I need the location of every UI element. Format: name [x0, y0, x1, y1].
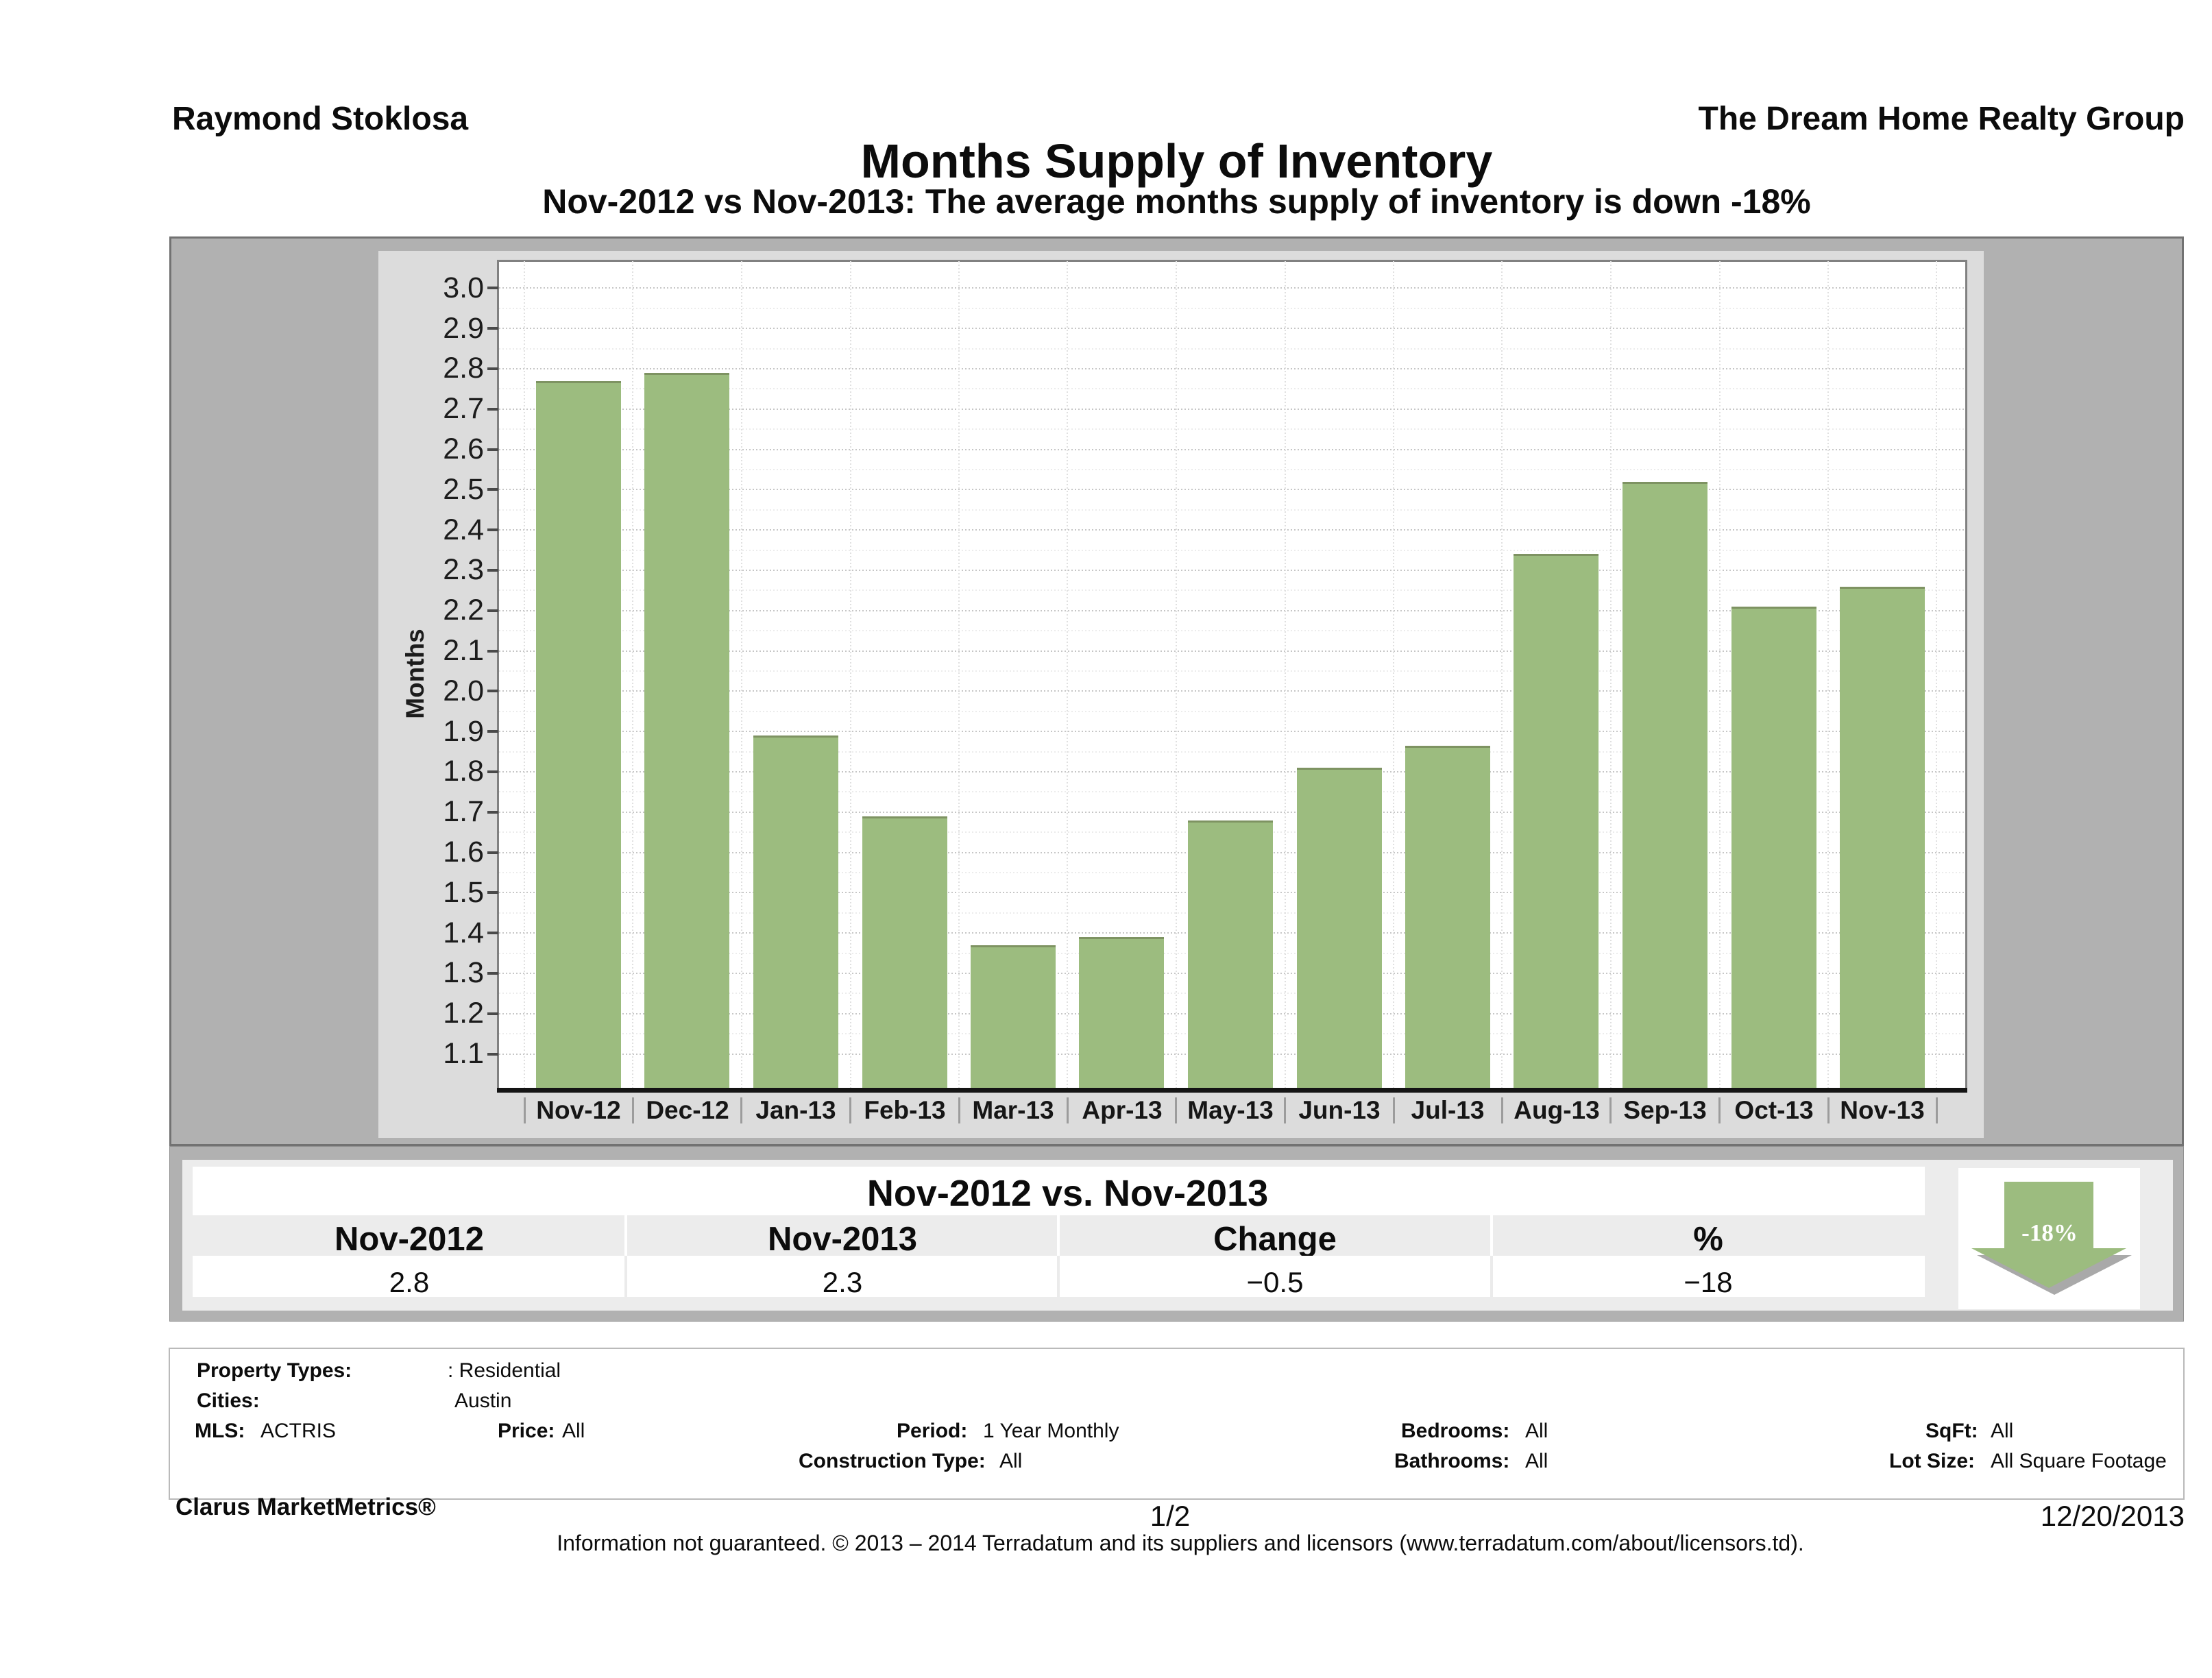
svg-text:-18%: -18% [2021, 1219, 2078, 1246]
